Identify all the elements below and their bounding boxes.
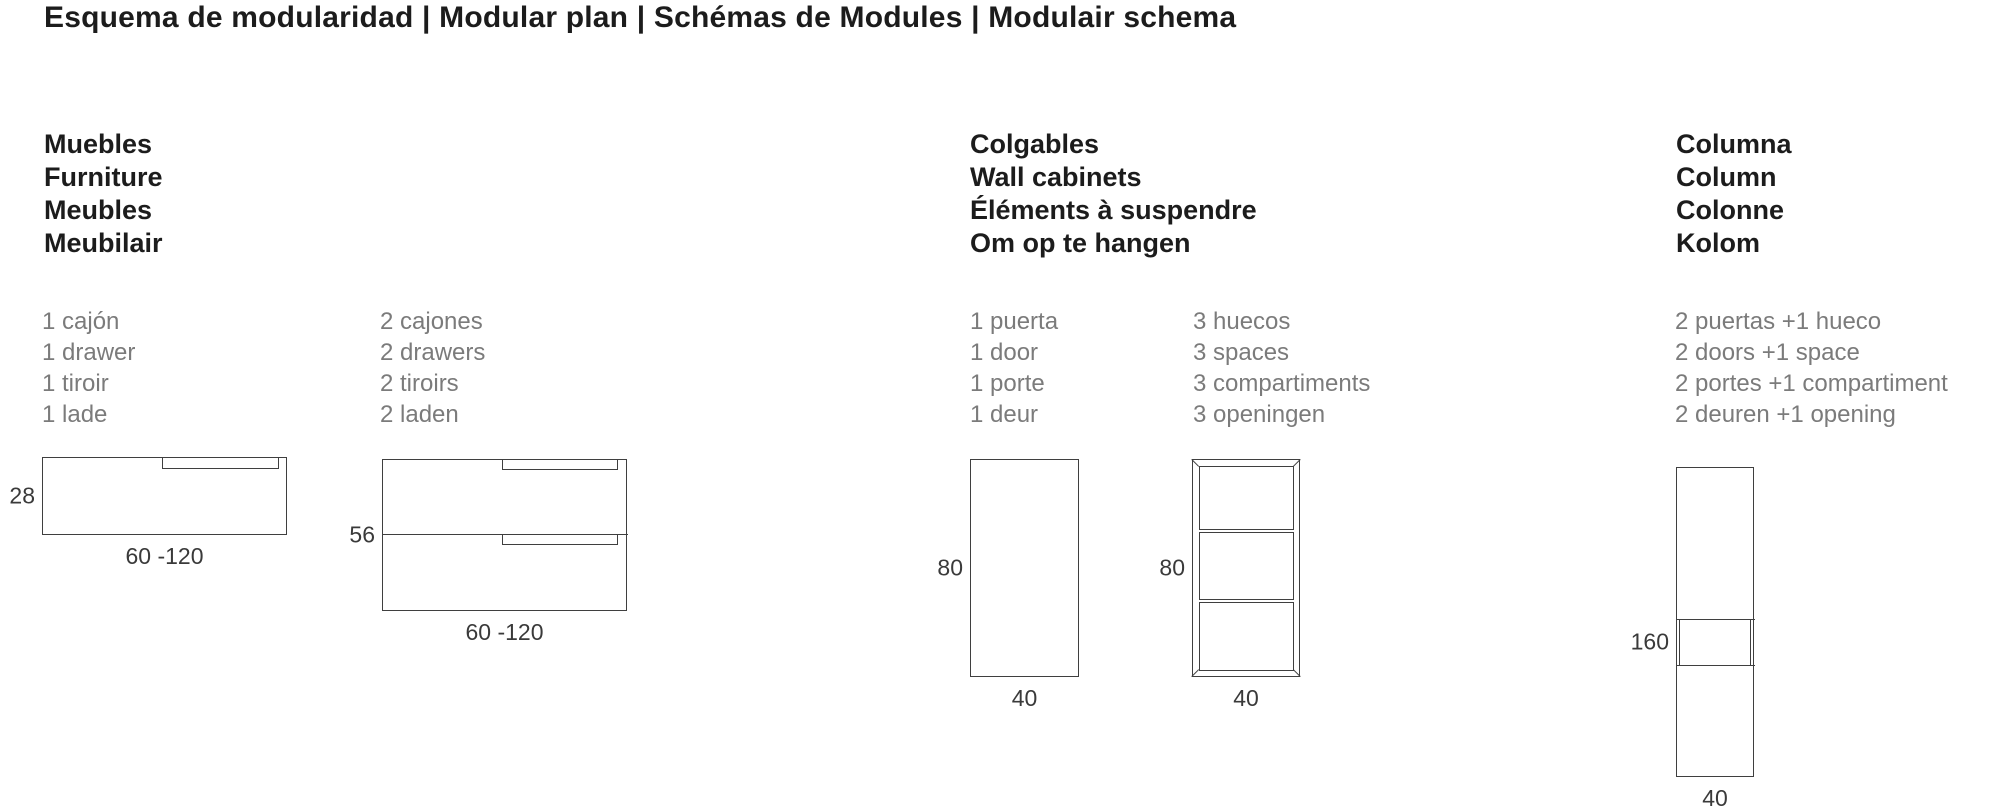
open-compartment-band xyxy=(1675,618,1755,666)
spec-line: 2 cajones xyxy=(380,308,483,335)
drawing-tall-column-unit: 160 40 xyxy=(1631,467,1755,811)
spec-line: 2 doors +1 space xyxy=(1675,339,1860,366)
open-compartment-inset xyxy=(1679,619,1751,665)
height-dimension-label: 28 xyxy=(9,482,35,509)
spec-list-single-drawer: 1 cajón 1 drawer 1 tiroir 1 lade xyxy=(42,306,135,430)
drawer-handle-groove xyxy=(502,534,618,545)
spec-list-open-shelf-cabinet: 3 huecos 3 spaces 3 compartiments 3 open… xyxy=(1193,306,1370,430)
height-dimension-label: 160 xyxy=(1630,628,1669,655)
drawing-single-drawer-unit: 28 60 -120 xyxy=(9,456,287,569)
spec-line: 1 porte xyxy=(970,370,1045,397)
height-dimension-label: 56 xyxy=(349,521,375,548)
spec-line: 1 puerta xyxy=(970,308,1059,335)
drawer-handle-groove xyxy=(502,458,618,470)
cabinet-inner-frame xyxy=(1198,465,1294,671)
heading-line: Furniture xyxy=(44,162,163,192)
heading-line: Columna xyxy=(1676,129,1792,159)
spec-line: 2 portes +1 compartiment xyxy=(1675,370,1948,397)
spec-line: 1 door xyxy=(970,339,1039,366)
heading-line: Kolom xyxy=(1676,228,1760,258)
spec-line: 2 deuren +1 opening xyxy=(1675,401,1896,428)
spec-line: 1 cajón xyxy=(42,308,120,335)
spec-line: 2 drawers xyxy=(380,339,486,366)
spec-list-column: 2 puertas +1 hueco 2 doors +1 space 2 po… xyxy=(1675,306,1948,430)
heading-line: Muebles xyxy=(44,129,153,159)
width-dimension-label: 40 xyxy=(1233,685,1259,711)
mitre-line xyxy=(1191,459,1200,467)
section-heading-wall-cabinets: Colgables Wall cabinets Éléments à suspe… xyxy=(970,128,1257,260)
spec-line: 3 compartiments xyxy=(1193,370,1371,397)
heading-line: Éléments à suspendre xyxy=(970,195,1257,225)
mitre-line xyxy=(1292,459,1301,467)
heading-line: Meubles xyxy=(44,195,153,225)
shelf-line xyxy=(1198,528,1294,533)
heading-line: Wall cabinets xyxy=(970,162,1142,192)
spec-line: 3 spaces xyxy=(1193,339,1290,366)
drawing-double-drawer-unit: 56 60 -120 xyxy=(349,458,628,645)
spec-line: 1 tiroir xyxy=(42,370,109,397)
mitre-line xyxy=(1292,669,1301,677)
heading-line: Colonne xyxy=(1676,195,1784,225)
mitre-line xyxy=(1191,669,1200,677)
drawing-open-shelf-wall-cabinet: 80 40 xyxy=(1159,459,1301,711)
spec-line: 3 huecos xyxy=(1193,308,1291,335)
height-dimension-label: 80 xyxy=(937,554,963,581)
drawing-door-wall-cabinet: 80 40 xyxy=(937,459,1079,711)
spec-line: 2 puertas +1 hueco xyxy=(1675,308,1882,335)
width-dimension-label: 40 xyxy=(1011,685,1038,711)
spec-line: 2 tiroirs xyxy=(380,370,459,397)
spec-line: 1 lade xyxy=(42,401,108,428)
section-heading-furniture: Muebles Furniture Meubles Meubilair xyxy=(44,128,163,260)
shelf-line xyxy=(1198,598,1294,603)
spec-list-double-drawer: 2 cajones 2 drawers 2 tiroirs 2 laden xyxy=(380,306,485,430)
page-title: Esquema de modularidad | Modular plan | … xyxy=(44,1,1237,34)
width-dimension-label: 60 -120 xyxy=(465,619,544,645)
spec-line: 3 openingen xyxy=(1193,401,1326,428)
width-dimension-label: 60 -120 xyxy=(125,543,204,569)
heading-line: Colgables xyxy=(970,129,1100,159)
spec-line: 1 deur xyxy=(970,401,1039,428)
heading-line: Column xyxy=(1676,162,1777,192)
drawer-handle-groove xyxy=(162,456,279,469)
heading-line: Om op te hangen xyxy=(970,228,1191,258)
spec-line: 1 drawer xyxy=(42,339,136,366)
width-dimension-label: 40 xyxy=(1702,785,1728,811)
height-dimension-label: 80 xyxy=(1159,554,1185,581)
spec-list-door-cabinet: 1 puerta 1 door 1 porte 1 deur xyxy=(970,306,1058,430)
spec-line: 2 laden xyxy=(380,401,459,428)
section-heading-column: Columna Column Colonne Kolom xyxy=(1676,128,1792,260)
heading-line: Meubilair xyxy=(44,228,163,258)
